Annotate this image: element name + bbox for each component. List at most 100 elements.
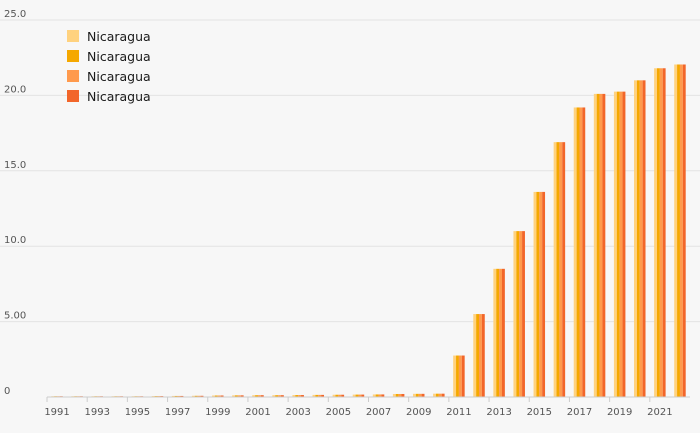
bar: [634, 80, 637, 397]
bar: [295, 395, 299, 397]
y-tick-label: 15.0: [4, 160, 26, 171]
bar: [415, 393, 419, 397]
bar: [240, 395, 244, 397]
bar: [573, 107, 577, 398]
bar: [556, 142, 560, 397]
bar: [596, 93, 600, 397]
bar: [301, 395, 304, 397]
y-axis-ticks: 0 5.00 10.0 15.0 20.0 25.0: [4, 9, 26, 397]
bar: [275, 395, 279, 397]
bar: [378, 394, 382, 397]
bar: [602, 93, 606, 397]
y-tick-label: 25.0: [4, 9, 26, 20]
bar: [613, 91, 617, 397]
bar: [352, 394, 356, 397]
bar: [441, 393, 445, 397]
bar: [421, 393, 425, 397]
legend-swatch: [67, 30, 79, 42]
bar: [674, 64, 678, 398]
bar: [355, 394, 359, 397]
bar: [212, 395, 215, 397]
bar: [315, 394, 319, 397]
bar: [456, 355, 459, 397]
legend-item[interactable]: Nicaragua: [67, 86, 151, 106]
bar: [458, 355, 462, 397]
bar: [332, 394, 336, 397]
legend-item[interactable]: Nicaragua: [67, 46, 151, 66]
bar: [217, 395, 221, 397]
legend-item[interactable]: Nicaragua: [67, 26, 151, 46]
bar: [461, 355, 465, 397]
bar: [479, 314, 482, 397]
bar: [562, 142, 566, 397]
bar: [636, 80, 640, 397]
x-tick-label: 2017: [567, 407, 592, 418]
bar: [639, 80, 643, 397]
x-tick-label: 2007: [366, 407, 391, 418]
bar: [298, 395, 302, 397]
bar: [180, 395, 184, 397]
bar: [177, 395, 181, 397]
bar: [499, 268, 502, 397]
legend-label: Nicaragua: [87, 28, 151, 44]
bar: [272, 395, 276, 397]
bar: [599, 93, 603, 397]
bar: [553, 142, 557, 397]
bar: [677, 64, 680, 398]
bar: [232, 395, 236, 397]
bar: [533, 191, 537, 397]
bar: [235, 395, 238, 397]
bar: [559, 142, 563, 397]
y-tick-label: 0: [4, 386, 10, 397]
bar: [516, 231, 520, 397]
bar: [237, 395, 241, 397]
bar: [542, 191, 546, 397]
x-tick-label: 1997: [165, 407, 190, 418]
bar: [280, 395, 284, 397]
legend-item[interactable]: Nicaragua: [67, 66, 151, 86]
bar: [321, 394, 325, 397]
bar: [522, 231, 525, 397]
bar: [395, 393, 399, 397]
bar: [278, 395, 281, 397]
x-tick-label: 2015: [527, 407, 552, 418]
bar: [260, 395, 264, 397]
bar: [252, 395, 256, 397]
bar: [220, 395, 224, 397]
legend: Nicaragua Nicaragua Nicaragua Nicaragua: [67, 26, 151, 106]
bar: [312, 394, 316, 397]
x-tick-label: 1991: [44, 407, 69, 418]
bar: [361, 394, 365, 397]
bar: [642, 80, 646, 397]
bar: [214, 395, 218, 397]
bar: [335, 394, 339, 397]
bar: [539, 191, 543, 397]
bar: [679, 64, 683, 398]
bar: [656, 68, 660, 398]
bar: [473, 314, 477, 397]
legend-label: Nicaragua: [87, 68, 151, 84]
x-tick-label: 2005: [326, 407, 351, 418]
bars: [51, 64, 686, 398]
bar: [493, 268, 497, 397]
legend-swatch: [67, 50, 79, 62]
y-tick-label: 10.0: [4, 235, 26, 246]
bar: [435, 393, 439, 397]
legend-label: Nicaragua: [87, 48, 151, 64]
legend-swatch: [67, 90, 79, 102]
legend-swatch: [67, 70, 79, 82]
bar: [579, 107, 583, 398]
bar: [200, 395, 204, 397]
bar: [619, 91, 623, 397]
bar: [501, 268, 505, 397]
bar: [372, 394, 376, 397]
bar: [398, 393, 402, 397]
bar: [438, 393, 442, 397]
x-tick-label: 1999: [205, 407, 230, 418]
bar: [392, 393, 396, 397]
bar: [341, 394, 345, 397]
bar: [381, 394, 385, 397]
bar: [412, 393, 416, 397]
legend-label: Nicaragua: [87, 88, 151, 104]
